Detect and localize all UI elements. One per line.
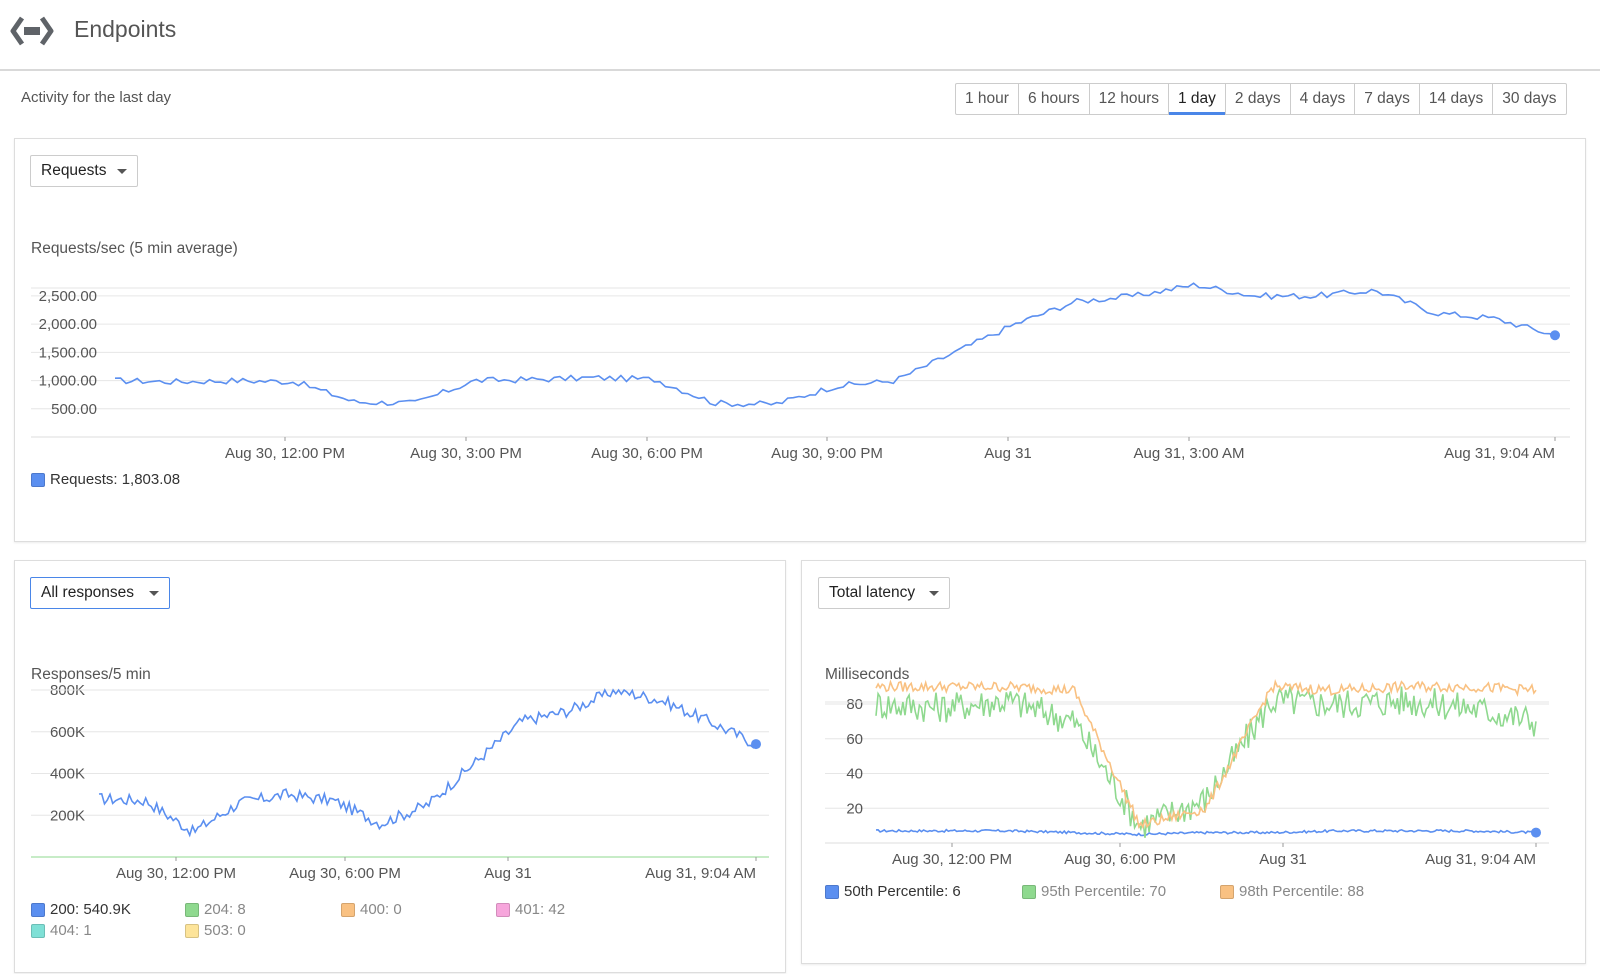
legend-swatch <box>825 884 839 899</box>
range-button-7-days[interactable]: 7 days <box>1355 84 1420 114</box>
responses-axis-title: Responses/5 min <box>31 666 151 683</box>
latency-axis-title: Milliseconds <box>825 666 910 683</box>
y-tick-label: 1,500.00 <box>39 344 97 361</box>
legend-label: 98th Percentile: 88 <box>1239 883 1365 900</box>
legend-item[interactable]: 98th Percentile: 88 <box>1220 883 1364 900</box>
x-tick-label: Aug 30, 9:00 PM <box>771 445 883 462</box>
legend-swatch <box>31 902 45 917</box>
dropdown-label: Requests <box>41 162 107 179</box>
legend-item[interactable]: 204: 8 <box>185 901 246 918</box>
range-button-12-hours[interactable]: 12 hours <box>1090 84 1169 114</box>
legend-label: 404: 1 <box>50 922 92 939</box>
time-range-selector: 1 hour 6 hours 12 hours 1 day 2 days 4 days 7 … <box>955 83 1567 115</box>
x-tick-label: Aug 31, 9:04 AM <box>645 865 756 882</box>
requests-chart: 500.00 1,000.00 1,500.00 2,000.00 2,500.00 Au… <box>31 282 1570 462</box>
legend-swatch <box>185 923 199 938</box>
latency-type-dropdown[interactable]: Total latency <box>818 577 950 609</box>
legend-swatch <box>31 923 45 938</box>
range-button-1-hour[interactable]: 1 hour <box>956 84 1019 114</box>
legend-swatch <box>341 902 355 917</box>
x-tick-label: Aug 30, 6:00 PM <box>1064 851 1176 868</box>
latency-card: Total latency Milliseconds 20 40 60 80 Aug 3… <box>801 560 1586 964</box>
series-line-requests <box>114 282 1556 408</box>
legend-label: 400: 0 <box>360 901 402 918</box>
x-tick-label: Aug 30, 12:00 PM <box>892 851 1012 868</box>
legend-label: 95th Percentile: 70 <box>1041 883 1167 900</box>
y-tick-label: 200K <box>50 807 85 824</box>
requests-card: Requests Requests/sec (5 min average) 50… <box>14 138 1586 542</box>
legend-label: 401: 42 <box>515 901 566 918</box>
legend-label: 204: 8 <box>204 901 246 918</box>
range-button-30-days[interactable]: 30 days <box>1502 90 1557 107</box>
legend-label: 503: 0 <box>204 922 246 939</box>
legend-swatch <box>1022 884 1036 899</box>
requests-axis-title: Requests/sec (5 min average) <box>31 240 238 257</box>
legend-label: Requests: 1,803.08 <box>50 471 181 488</box>
range-button-2-days[interactable]: 2 days <box>1226 84 1291 114</box>
legend-item[interactable]: 50th Percentile: 6 <box>825 883 961 900</box>
x-tick-label: Aug 31 <box>1259 851 1307 868</box>
legend-label: 200: 540.9K <box>50 901 131 918</box>
y-tick-label: 400K <box>50 766 85 783</box>
legend-label: 50th Percentile: 6 <box>844 883 961 900</box>
responses-card: All responses Responses/5 min 200K 400K 60… <box>14 560 786 973</box>
x-tick-label: Aug 31, 3:00 AM <box>1134 445 1245 462</box>
range-button-6-hours[interactable]: 6 hours <box>1019 84 1090 114</box>
chevron-down-icon <box>149 591 159 596</box>
y-tick-label: 60 <box>846 731 863 748</box>
y-tick-label: 2,500.00 <box>39 288 97 305</box>
endpoints-brackets-icon[interactable] <box>10 13 54 49</box>
y-tick-label: 20 <box>846 800 863 817</box>
legend-swatch <box>31 472 45 487</box>
range-button-14-days[interactable]: 14 days <box>1420 84 1494 114</box>
x-tick-label: Aug 31, 9:04 AM <box>1425 851 1536 868</box>
legend-swatch <box>185 902 199 917</box>
x-tick-label: Aug 30, 12:00 PM <box>225 445 345 462</box>
y-tick-label: 40 <box>846 766 863 783</box>
legend-item[interactable]: 503: 0 <box>185 922 246 939</box>
y-tick-label: 2,000.00 <box>39 316 97 333</box>
app-header: Endpoints <box>0 0 1600 71</box>
legend-item[interactable]: 95th Percentile: 70 <box>1022 883 1166 900</box>
x-tick-label: Aug 30, 6:00 PM <box>289 865 401 882</box>
series-line-95th-percentile <box>875 685 1537 838</box>
range-button-1-day[interactable]: 1 day <box>1168 84 1226 115</box>
legend-item[interactable]: Requests: 1,803.08 <box>31 471 180 488</box>
y-tick-label: 80 <box>846 696 863 713</box>
x-tick-label: Aug 30, 3:00 PM <box>410 445 522 462</box>
requests-metric-dropdown[interactable]: Requests <box>30 155 138 187</box>
series-line-98th-percentile <box>875 679 1537 830</box>
series-endpoint-marker <box>1550 330 1560 341</box>
y-tick-label: 500.00 <box>51 401 97 418</box>
legend-swatch <box>1220 884 1234 899</box>
dropdown-label: Total latency <box>829 584 916 601</box>
chevron-down-icon <box>117 169 127 174</box>
y-tick-label: 1,000.00 <box>39 373 97 390</box>
dropdown-label: All responses <box>41 584 135 601</box>
latency-chart: 20 40 60 80 Aug 30, 12:00 PM Aug 30, 6:00 PM A… <box>825 679 1549 868</box>
legend-item[interactable]: 400: 0 <box>341 901 402 918</box>
series-endpoint-marker <box>1531 827 1541 838</box>
chevron-down-icon <box>929 591 939 596</box>
responses-filter-dropdown[interactable]: All responses <box>30 577 170 609</box>
x-tick-label: Aug 31 <box>484 865 532 882</box>
range-button-4-days[interactable]: 4 days <box>1291 84 1356 114</box>
activity-subheading: Activity for the last day <box>21 89 172 106</box>
y-tick-label: 600K <box>50 724 85 741</box>
x-tick-label: Aug 30, 6:00 PM <box>591 445 703 462</box>
page-title: Endpoints <box>74 16 177 42</box>
x-tick-label: Aug 31, 9:04 AM <box>1444 445 1555 462</box>
legend-swatch <box>496 902 510 917</box>
x-tick-label: Aug 31 <box>984 445 1032 462</box>
legend-item[interactable]: 404: 1 <box>31 922 92 939</box>
series-line-50th-percentile <box>875 828 1537 837</box>
legend-item[interactable]: 401: 42 <box>496 901 565 918</box>
x-tick-label: Aug 30, 12:00 PM <box>116 865 236 882</box>
legend-item[interactable]: 200: 540.9K <box>31 901 131 918</box>
series-endpoint-marker <box>751 739 761 750</box>
series-line-200 <box>98 688 757 838</box>
